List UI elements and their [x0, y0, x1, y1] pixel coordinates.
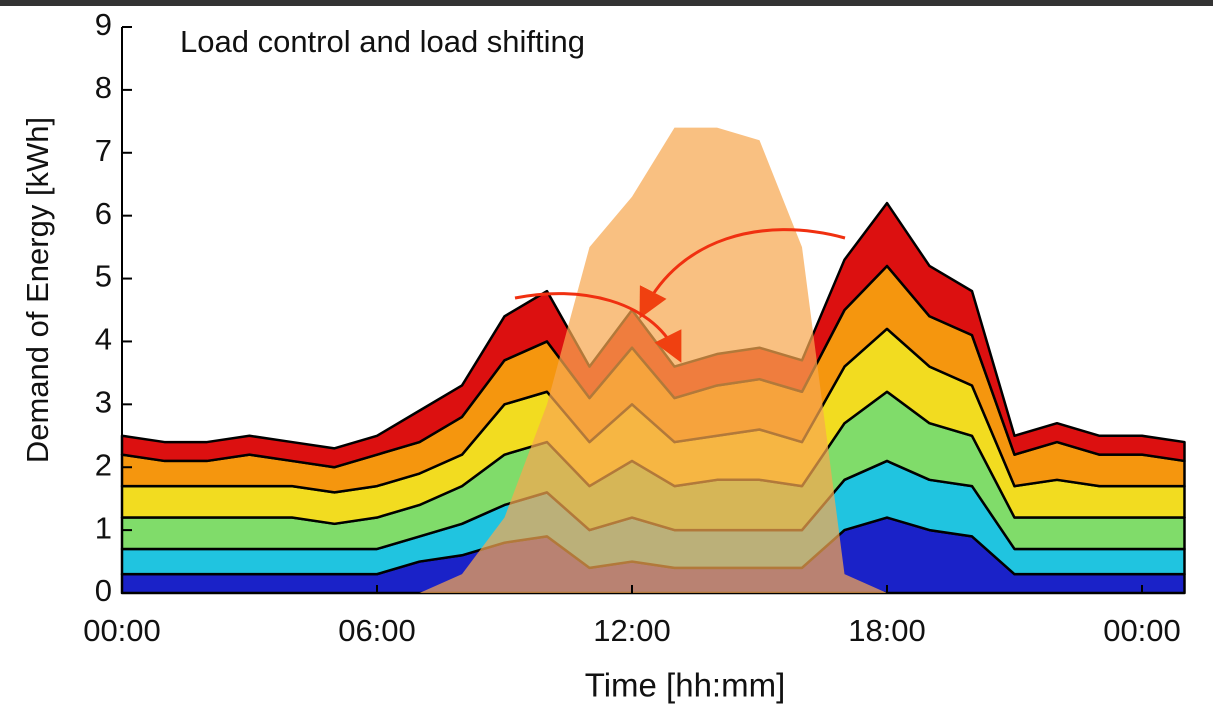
y-tick-label: 7: [95, 133, 112, 168]
y-tick-label: 3: [95, 385, 112, 420]
y-tick-label: 0: [95, 573, 112, 608]
y-tick-label: 1: [95, 510, 112, 545]
y-tick-label: 6: [95, 196, 112, 231]
y-tick-label: 8: [95, 70, 112, 105]
arrows: [514, 228, 846, 363]
x-tick-label: 06:00: [338, 613, 416, 648]
top-strip: [0, 0, 1213, 6]
y-tick-label: 9: [95, 7, 112, 42]
x-axis-label: Time [hh:mm]: [585, 667, 785, 704]
x-tick-label: 00:00: [83, 613, 161, 648]
y-axis-label: Demand of Energy [kWh]: [20, 117, 55, 463]
solar-area: [122, 127, 1185, 593]
y-tick-label: 2: [95, 447, 112, 482]
shift-arrow: [514, 292, 682, 363]
x-tick-label: 18:00: [848, 613, 926, 648]
area-layer: [120, 201, 1186, 469]
plot-area: [120, 127, 1186, 595]
x-tick-label: 00:00: [1103, 613, 1181, 648]
x-tick-label: 12:00: [593, 613, 671, 648]
chart-title: Load control and load shifting: [180, 24, 585, 59]
y-tick-label: 4: [95, 322, 112, 357]
y-tick-label: 5: [95, 259, 112, 294]
shift-arrow: [639, 228, 846, 319]
